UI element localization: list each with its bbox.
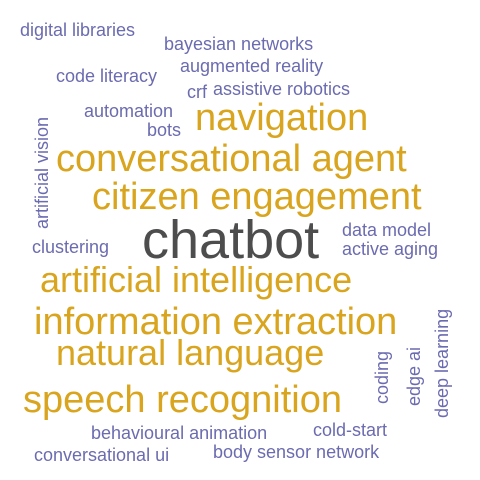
word-information-extraction: information extraction bbox=[34, 301, 398, 343]
word-coding: coding bbox=[372, 350, 392, 404]
word-cold-start: cold-start bbox=[313, 420, 388, 440]
word-bots: bots bbox=[147, 120, 182, 140]
word-behavioural-animation: behavioural animation bbox=[91, 423, 268, 443]
word-digital-libraries: digital libraries bbox=[20, 20, 136, 40]
word-speech-recognition: speech recognition bbox=[23, 379, 342, 421]
word-navigation: navigation bbox=[195, 97, 369, 139]
word-active-aging: active aging bbox=[342, 239, 439, 259]
word-assistive-robotics: assistive robotics bbox=[213, 79, 351, 99]
word-deep-learning: deep learning bbox=[432, 308, 452, 418]
word-code-literacy: code literacy bbox=[56, 66, 158, 86]
word-automation: automation bbox=[84, 101, 174, 121]
word-crf: crf bbox=[187, 82, 207, 102]
word-citizen-engagement: citizen engagement bbox=[92, 176, 422, 218]
word-bayesian-networks: bayesian networks bbox=[164, 34, 314, 54]
word-artificial-vision: artificial vision bbox=[32, 116, 52, 229]
word-clustering: clustering bbox=[32, 237, 110, 257]
word-artificial-intelligence: artificial intelligence bbox=[40, 259, 353, 300]
word-conversational-agent: conversational agent bbox=[56, 138, 407, 180]
word-chatbot: chatbot bbox=[142, 210, 320, 270]
word-conversational-ui: conversational ui bbox=[34, 445, 170, 465]
word-body-sensor-network: body sensor network bbox=[213, 442, 380, 462]
word-augmented-reality: augmented reality bbox=[180, 56, 324, 76]
word-edge-ai: edge ai bbox=[404, 346, 424, 406]
word-natural-language: natural language bbox=[56, 332, 325, 373]
word-data-model: data model bbox=[342, 220, 432, 240]
